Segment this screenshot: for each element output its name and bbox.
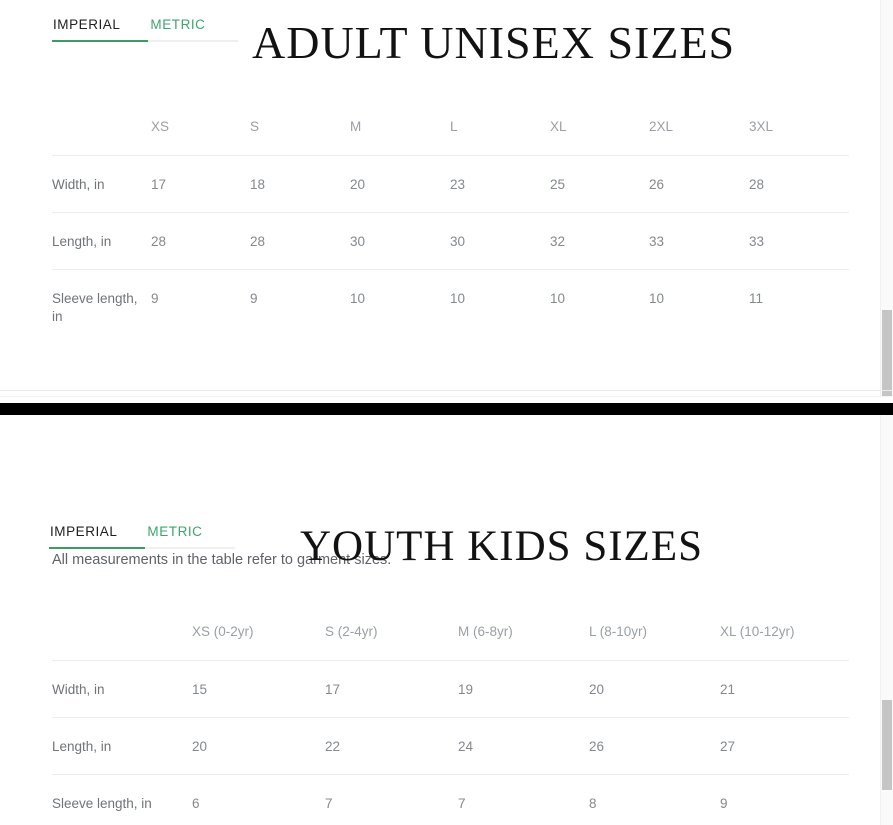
adult-cell-width-xs: 17 (151, 177, 167, 192)
youth-section-header: IMPERIAL METRIC YOUTH KIDS SIZES (0, 507, 893, 585)
tab-imperial-youth[interactable]: IMPERIAL (49, 524, 118, 548)
youth-cell-length-xs: 20 (192, 739, 208, 754)
adult-section-header: IMPERIAL METRIC ADULT UNISEX SIZES (0, 0, 893, 78)
youth-tab-rail (49, 547, 235, 549)
table-row: Sleeve length, in 6 7 7 8 9 (52, 774, 849, 825)
youth-header-corner (52, 604, 192, 661)
table-row: Length, in 28 28 30 30 32 33 33 (52, 212, 849, 270)
adult-cell-length-xs: 28 (151, 234, 167, 249)
adult-unit-tabs: IMPERIAL METRIC (52, 0, 238, 42)
youth-cell-length-m: 24 (458, 739, 474, 754)
adult-cell-length-l: 30 (450, 234, 466, 249)
youth-cell-width-xs: 15 (192, 682, 208, 697)
youth-row-label-length: Length, in (52, 739, 112, 754)
adult-col-header-s: S (250, 119, 260, 134)
adult-col-header-2xl: 2XL (649, 119, 674, 134)
youth-cell-width-m: 19 (458, 682, 474, 697)
youth-row-label-width: Width, in (52, 682, 105, 697)
adult-cell-width-s: 18 (250, 177, 266, 192)
youth-cell-sleeve-xl: 9 (720, 796, 728, 811)
adult-active-tab-indicator (52, 40, 148, 42)
youth-cell-sleeve-m: 7 (458, 796, 466, 811)
youth-panel-scrollbar[interactable] (880, 415, 893, 825)
youth-col-header-l: L (8-10yr) (589, 624, 648, 639)
adult-cell-width-3xl: 28 (749, 177, 765, 192)
youth-sizes-panel: All measurements in the table refer to g… (0, 415, 893, 825)
measurements-note: All measurements in the table refer to g… (52, 552, 392, 568)
adult-row-label-sleeve: Sleeve length, in (52, 291, 138, 324)
adult-table-header-row: XS S M L XL 2XL 3XL (52, 99, 849, 156)
adult-cell-length-2xl: 33 (649, 234, 665, 249)
panel-bottom-rule-1 (0, 390, 893, 391)
adult-row-label-length: Length, in (52, 234, 112, 249)
section-divider-band (0, 403, 893, 415)
youth-active-tab-indicator (49, 547, 145, 549)
adult-cell-length-xl: 32 (550, 234, 566, 249)
youth-sizes-title: YOUTH KIDS SIZES (300, 523, 703, 570)
adult-cell-sleeve-xl: 10 (550, 291, 566, 306)
adult-col-header-xs: XS (151, 119, 170, 134)
adult-tablist: IMPERIAL METRIC (52, 0, 238, 40)
youth-cell-length-s: 22 (325, 739, 341, 754)
adult-row-label-width: Width, in (52, 177, 105, 192)
youth-cell-sleeve-s: 7 (325, 796, 333, 811)
adult-col-header-l: L (450, 119, 458, 134)
adult-cell-sleeve-3xl: 11 (749, 291, 764, 306)
table-row: Width, in 15 17 19 20 21 (52, 660, 849, 718)
youth-cell-sleeve-l: 8 (589, 796, 597, 811)
adult-tab-rail (52, 40, 238, 42)
adult-cell-sleeve-m: 10 (350, 291, 366, 306)
youth-sizes-table: XS (0-2yr) S (2-4yr) M (6-8yr) L (8-10yr… (52, 604, 849, 825)
adult-cell-width-m: 20 (350, 177, 366, 192)
youth-cell-width-l: 20 (589, 682, 605, 697)
youth-tablist: IMPERIAL METRIC (49, 507, 235, 547)
adult-sizes-title: ADULT UNISEX SIZES (252, 17, 736, 68)
adult-cell-sleeve-l: 10 (450, 291, 466, 306)
youth-cell-width-xl: 21 (720, 682, 736, 697)
tab-imperial-adult[interactable]: IMPERIAL (52, 17, 121, 41)
adult-cell-length-s: 28 (250, 234, 266, 249)
youth-table-header-row: XS (0-2yr) S (2-4yr) M (6-8yr) L (8-10yr… (52, 604, 849, 661)
panel-bottom-rule-2 (0, 396, 893, 397)
youth-unit-tabs: IMPERIAL METRIC (49, 507, 235, 549)
adult-cell-sleeve-2xl: 10 (649, 291, 665, 306)
tab-metric-adult[interactable]: METRIC (149, 17, 206, 41)
adult-sizes-table: XS S M L XL 2XL 3XL Width, in 17 18 20 (52, 99, 849, 327)
youth-col-header-s: S (2-4yr) (325, 624, 378, 639)
youth-cell-length-xl: 27 (720, 739, 736, 754)
adult-cell-sleeve-s: 9 (250, 291, 258, 306)
tab-metric-youth[interactable]: METRIC (146, 524, 203, 548)
table-row: Length, in 20 22 24 26 27 (52, 717, 849, 775)
table-row: Sleeve length, in 9 9 10 10 10 10 11 (52, 269, 849, 327)
youth-col-header-xl: XL (10-12yr) (720, 624, 795, 639)
youth-cell-width-s: 17 (325, 682, 341, 697)
adult-cell-sleeve-xs: 9 (151, 291, 159, 306)
table-row: Width, in 17 18 20 23 25 26 28 (52, 155, 849, 213)
adult-panel-scrollbar[interactable] (880, 0, 893, 396)
adult-sizes-panel: IMPERIAL METRIC ADULT UNISEX SIZES (0, 0, 893, 396)
adult-cell-width-l: 23 (450, 177, 466, 192)
adult-col-header-xl: XL (550, 119, 567, 134)
adult-cell-length-3xl: 33 (749, 234, 765, 249)
adult-panel-scrollbar-thumb[interactable] (882, 310, 892, 396)
youth-cell-sleeve-xs: 6 (192, 796, 200, 811)
adult-col-header-m: M (350, 119, 362, 134)
youth-row-label-sleeve: Sleeve length, in (52, 796, 152, 811)
adult-cell-width-2xl: 26 (649, 177, 665, 192)
youth-col-header-xs: XS (0-2yr) (192, 624, 254, 639)
youth-panel-scrollbar-thumb[interactable] (882, 700, 892, 790)
adult-col-header-3xl: 3XL (749, 119, 774, 134)
adult-header-corner (52, 99, 151, 156)
adult-cell-length-m: 30 (350, 234, 366, 249)
adult-cell-width-xl: 25 (550, 177, 566, 192)
youth-col-header-m: M (6-8yr) (458, 624, 513, 639)
youth-cell-length-l: 26 (589, 739, 605, 754)
